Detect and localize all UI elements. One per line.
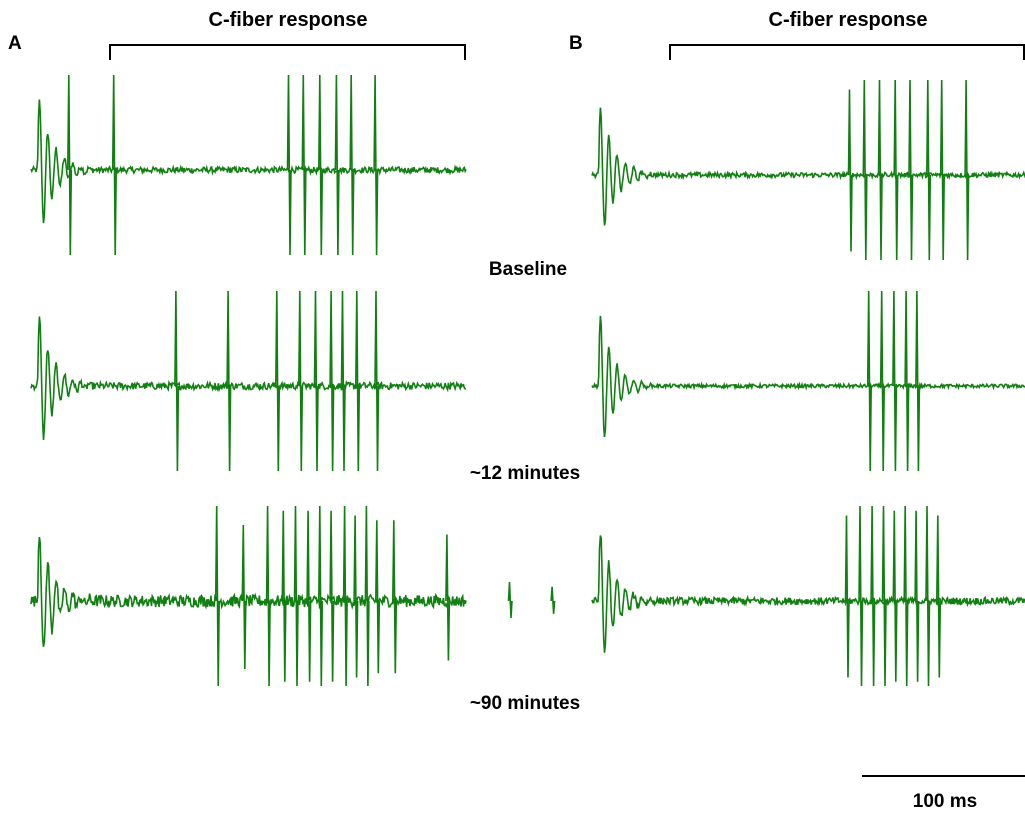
spike	[879, 290, 885, 472]
spike	[866, 290, 872, 472]
spike	[349, 74, 355, 256]
spike	[174, 290, 180, 472]
spike	[286, 74, 292, 256]
trace-layer	[30, 74, 1025, 687]
spike	[847, 89, 853, 252]
spike	[226, 290, 232, 472]
text-layer: A B C-fiber response C-fiber response Ba…	[8, 9, 977, 812]
spike	[964, 79, 970, 261]
bracket-layer	[109, 44, 1025, 777]
trace-b-2	[591, 315, 1025, 437]
spike	[870, 505, 876, 687]
scale-bar-label: 100 ms	[913, 791, 977, 812]
spike	[375, 520, 381, 674]
spike	[908, 79, 914, 261]
spike	[329, 290, 335, 472]
spike	[862, 79, 868, 261]
row-label-12-minutes: ~12 minutes	[470, 463, 580, 484]
spike	[313, 290, 319, 472]
spike	[301, 74, 307, 256]
spike	[926, 79, 932, 261]
trace-a-2	[30, 316, 467, 440]
spike	[936, 515, 942, 678]
spike	[241, 524, 247, 670]
spike	[893, 79, 899, 261]
spike	[445, 534, 451, 661]
spike	[881, 505, 887, 687]
spike	[342, 505, 348, 687]
spike	[877, 79, 883, 261]
panel-b-bracket-label: C-fiber response	[769, 9, 928, 31]
spike	[318, 505, 324, 687]
spike	[329, 510, 335, 682]
spike	[392, 520, 398, 674]
spike	[353, 515, 359, 678]
spike	[914, 510, 920, 682]
spike	[334, 74, 340, 256]
spike	[281, 510, 287, 682]
trace-a-3	[30, 536, 467, 647]
spike	[892, 290, 898, 472]
spike	[925, 505, 931, 687]
spike	[293, 505, 299, 687]
spike	[507, 581, 513, 619]
spike	[939, 79, 945, 261]
spike	[306, 510, 312, 682]
panel-a-bracket	[109, 44, 466, 60]
panel-a-bracket-label: C-fiber response	[209, 9, 368, 31]
spike	[844, 515, 850, 678]
spike	[214, 505, 220, 687]
spike	[904, 290, 910, 472]
trace-b-3	[591, 535, 1025, 653]
row-label-baseline: Baseline	[489, 259, 567, 280]
spike	[265, 505, 271, 687]
spike	[275, 290, 281, 472]
panel-a-letter: A	[8, 33, 22, 54]
row-label-90-minutes: ~90 minutes	[470, 693, 580, 714]
trace-b-1	[591, 107, 1025, 226]
spike	[903, 505, 909, 687]
spike	[67, 74, 73, 256]
spike	[550, 586, 556, 614]
spike	[915, 290, 921, 472]
spike	[373, 74, 379, 256]
spike	[374, 290, 380, 472]
spike	[111, 74, 117, 256]
spike	[364, 505, 370, 687]
spike	[858, 505, 864, 687]
trace-a-1	[30, 99, 467, 224]
spike	[892, 510, 898, 682]
panel-b-letter: B	[569, 33, 583, 54]
spike	[340, 290, 346, 472]
spike	[318, 74, 324, 256]
panel-b-bracket	[669, 44, 1025, 60]
spike	[298, 290, 304, 472]
spike	[355, 290, 361, 472]
